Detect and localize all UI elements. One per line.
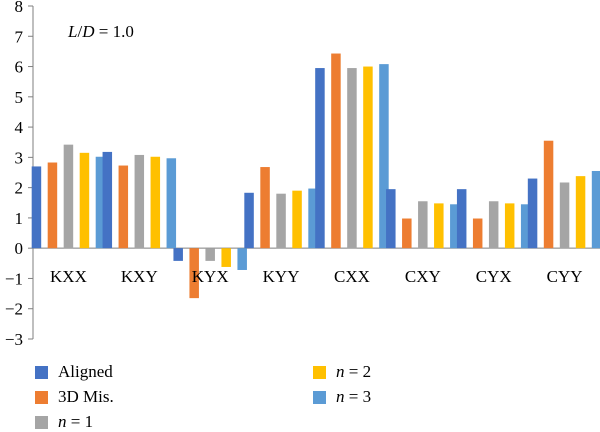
legend-label-n1: n = 1 [58, 412, 94, 431]
legend-label-n2: n = 2 [336, 362, 372, 381]
bar-cxy-series-3 [418, 201, 428, 249]
y-tick-label: 1 [15, 209, 24, 228]
bar-cxy-series-5 [450, 204, 460, 249]
bar-kxy-series-1 [102, 151, 113, 249]
y-tick-label: 5 [15, 88, 24, 107]
category-label-kyx: KYX [192, 267, 229, 286]
bar-kxy-series-2 [118, 165, 129, 249]
bar-cyy-series-3 [559, 182, 570, 249]
bar-kxx-series-2 [47, 162, 58, 249]
category-label-cyy: CYY [547, 267, 583, 286]
bar-cyy-series-2 [543, 140, 554, 249]
legend-label-aligned: Aligned [58, 362, 113, 381]
bar-kxx-series-1 [31, 166, 42, 249]
legend-item-aligned: Aligned [35, 362, 113, 382]
bar-kxx-series-4 [79, 152, 90, 249]
bar-cxy-series-2 [402, 218, 412, 249]
bar-cxx-series-4 [363, 66, 373, 249]
bar-kyy-series-4 [292, 190, 302, 249]
category-label-kxy: KXY [121, 267, 158, 286]
legend-swatch-aligned [35, 365, 48, 379]
category-label-cxy: CXY [405, 267, 441, 286]
legend-item-n1: n = 1 [35, 412, 93, 432]
legend-label-3d-mis: 3D Mis. [58, 387, 114, 406]
legend-label-n3: n = 3 [336, 387, 372, 406]
legend-swatch-n1 [35, 415, 48, 429]
bar-cxx-series-3 [347, 68, 357, 249]
bar-kxx-series-3 [63, 144, 74, 249]
bar-cxx-series-5 [379, 64, 389, 249]
chart-annotation: L/D = 1.0 [67, 22, 134, 41]
y-tick-label: −3 [5, 330, 23, 349]
bar-kyx-series-1 [173, 248, 183, 261]
category-label-kxx: KXX [50, 267, 87, 286]
category-labels: KXX KXY KYX KYY CXX CXY CYX CYY [50, 267, 583, 286]
bar-cxx-series-1 [315, 68, 325, 249]
bar-cxy-series-1 [386, 189, 396, 249]
bar-cyx-series-3 [488, 201, 499, 249]
bar-cyx-series-4 [504, 203, 515, 249]
legend-item-n2: n = 2 [313, 362, 371, 382]
legend-item-3d-mis: 3D Mis. [35, 387, 114, 407]
bar-kxy-series-3 [134, 154, 145, 249]
y-tick-label: 8 [15, 0, 24, 16]
bar-kxy-series-4 [150, 156, 161, 249]
bar-kyy-series-3 [276, 193, 286, 249]
y-tick-label: 6 [15, 58, 24, 77]
bar-cxy-series-4 [434, 203, 444, 249]
y-tick-label: −1 [5, 269, 23, 288]
bar-cyx-series-1 [456, 189, 467, 249]
y-tick-label: 3 [15, 148, 24, 167]
legend-item-n3: n = 3 [313, 387, 371, 407]
bar-kyx-series-3 [205, 248, 215, 261]
bars [31, 53, 600, 299]
bar-cyx-series-2 [472, 218, 483, 249]
bar-cyy-series-1 [527, 178, 538, 249]
bar-cyy-series-4 [575, 176, 586, 249]
bar-kyy-series-2 [260, 167, 270, 249]
y-tick-label: 0 [15, 239, 24, 258]
bar-kxy-series-5 [166, 158, 177, 249]
bar-cyx-series-5 [520, 204, 531, 249]
y-tick-label: 4 [15, 118, 24, 137]
bar-cxx-series-2 [331, 53, 341, 249]
y-tick-label: 2 [15, 179, 24, 198]
category-label-kyy: KYY [263, 267, 300, 286]
bar-kxx-series-5 [95, 156, 106, 249]
legend-swatch-3d-mis [35, 390, 48, 404]
category-label-cxx: CXX [334, 267, 370, 286]
bar-kyx-series-2 [189, 248, 199, 299]
y-axis-ticks: 8 7 6 5 4 3 2 1 0 −1 −2 −3 [5, 0, 33, 349]
category-label-cyx: CYX [476, 267, 512, 286]
bar-cyy-series-5 [591, 170, 600, 249]
bar-kyy-series-5 [308, 188, 318, 249]
legend: Aligned 3D Mis. n = 1 n = 2 n = 3 [0, 356, 600, 432]
y-tick-label: −2 [5, 300, 23, 319]
bar-kyx-series-4 [221, 248, 231, 267]
legend-swatch-n3 [313, 390, 326, 404]
bar-chart: 8 7 6 5 4 3 2 1 0 −1 −2 −3 KXX KXY KYX KYY CXX CXY CYX CYY… [5, 0, 600, 349]
y-tick-label: 7 [15, 27, 24, 46]
legend-swatch-n2 [313, 365, 326, 379]
bar-kyy-series-1 [244, 192, 254, 249]
bar-kyx-series-5 [237, 248, 247, 270]
